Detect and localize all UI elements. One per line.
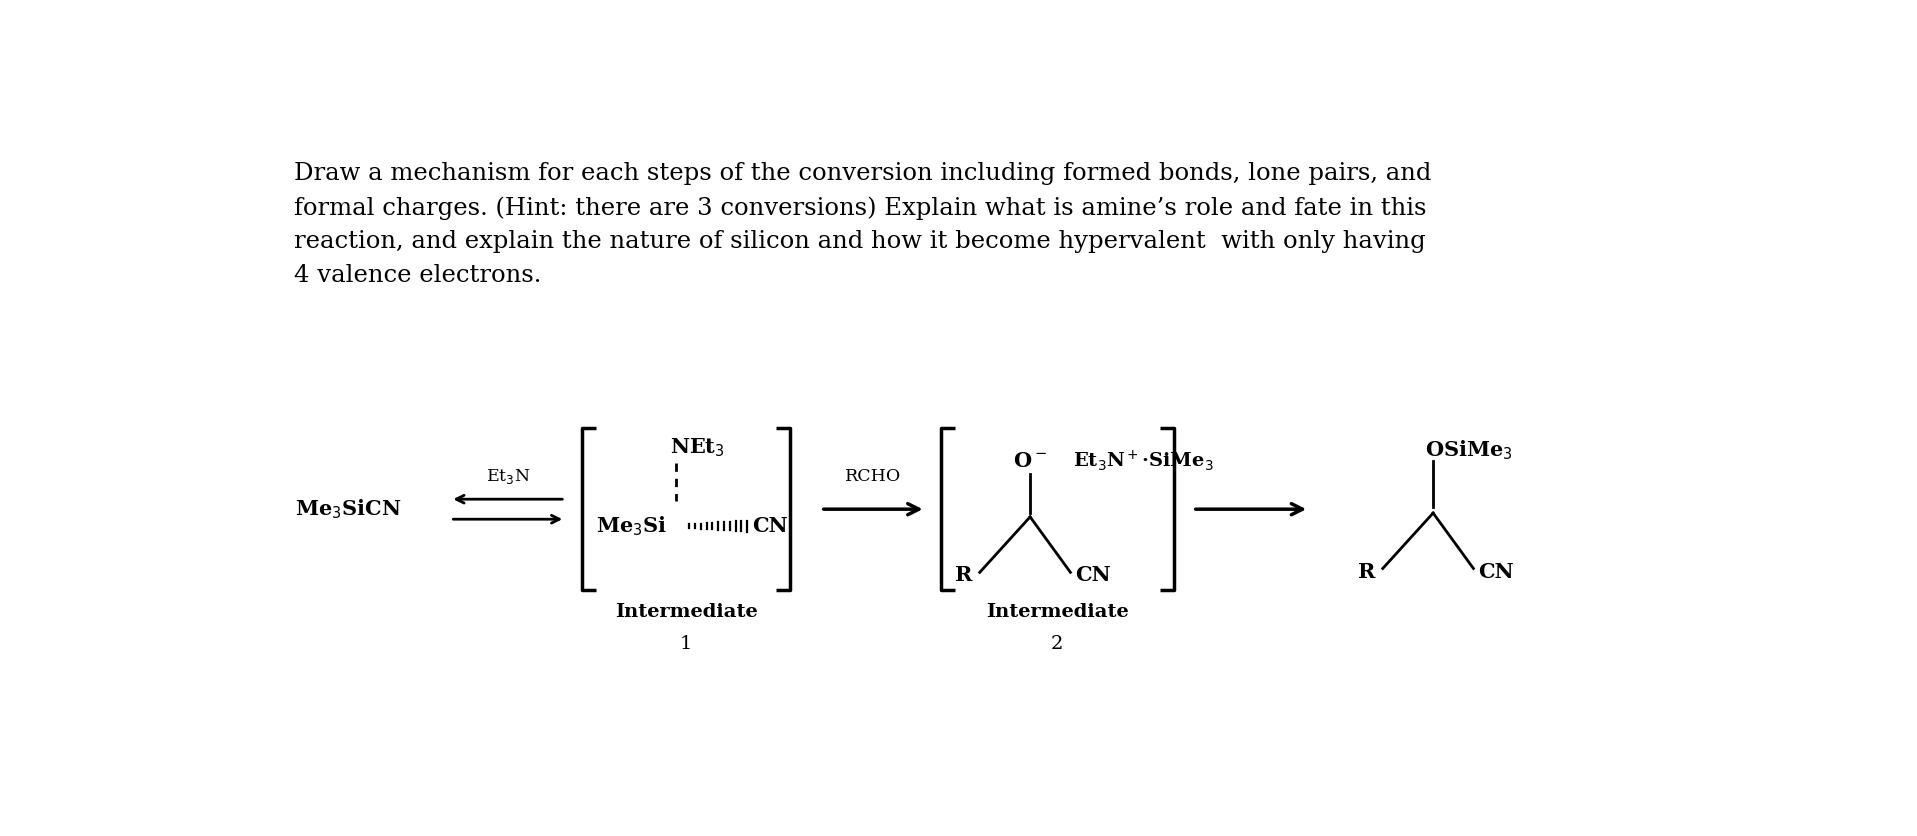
Text: 1: 1 xyxy=(681,635,692,653)
Text: O$^-$: O$^-$ xyxy=(1012,451,1047,471)
Text: Et$_3$N: Et$_3$N xyxy=(485,467,529,487)
Text: 2: 2 xyxy=(1051,635,1064,653)
Text: Et$_3$N$^+$·SiMe$_3$: Et$_3$N$^+$·SiMe$_3$ xyxy=(1074,448,1213,473)
Text: Intermediate: Intermediate xyxy=(985,603,1129,620)
Text: Me$_3$SiCN: Me$_3$SiCN xyxy=(295,497,403,521)
Text: OSiMe$_3$: OSiMe$_3$ xyxy=(1426,438,1513,461)
Text: CN: CN xyxy=(1075,565,1110,585)
Text: NEt$_3$: NEt$_3$ xyxy=(669,436,725,459)
Text: Draw a mechanism for each steps of the conversion including formed bonds, lone p: Draw a mechanism for each steps of the c… xyxy=(293,162,1432,288)
Text: CN: CN xyxy=(751,516,788,536)
Text: R: R xyxy=(955,565,972,585)
Text: R: R xyxy=(1357,562,1374,582)
Text: Intermediate: Intermediate xyxy=(615,603,757,620)
Text: Me$_3$Si: Me$_3$Si xyxy=(596,514,667,538)
Text: CN: CN xyxy=(1478,562,1514,582)
Text: RCHO: RCHO xyxy=(845,468,901,486)
